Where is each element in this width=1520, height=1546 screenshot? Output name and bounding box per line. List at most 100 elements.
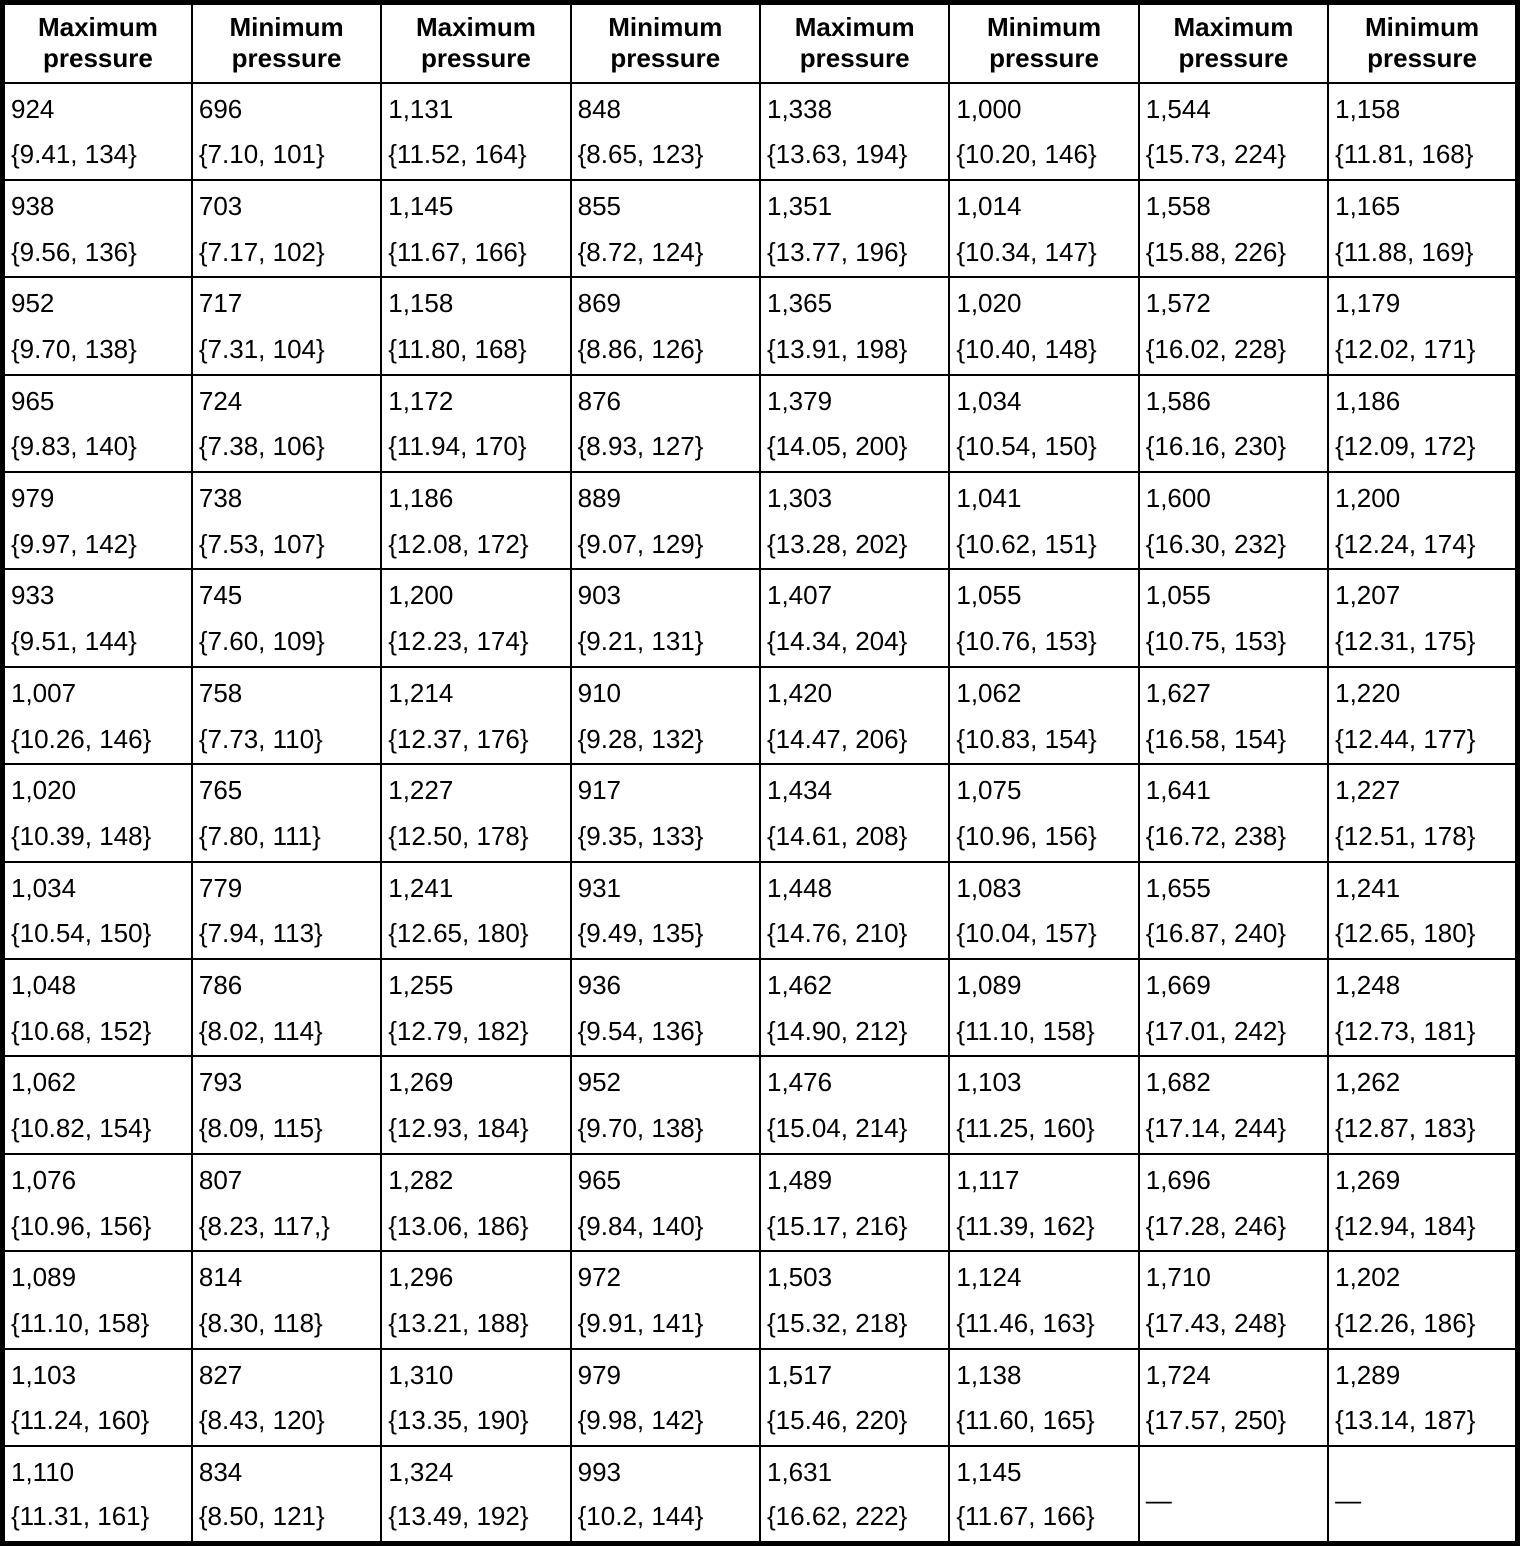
pressure-value: 938	[11, 190, 55, 221]
pressure-pair: {7.38, 106}	[198, 431, 325, 462]
pressure-value: 758	[198, 677, 243, 708]
pressure-cell-content: 1,007 {10.26, 146}	[5, 668, 191, 763]
pressure-cell: 924 {9.41, 134}	[1, 81, 193, 181]
pressure-value: 1,076	[11, 1164, 77, 1195]
pressure-value: 1,048	[11, 970, 77, 1001]
pressure-pair: {9.91, 141}	[577, 1307, 704, 1338]
pressure-pair: {11.46, 163}	[956, 1307, 1095, 1338]
pressure-cell-content: 1,420 {14.47, 206}	[761, 668, 948, 763]
pressure-pair: {9.70, 138}	[577, 1113, 704, 1144]
pressure-value: 1,200	[1335, 483, 1401, 514]
pressure-pair: {13.49, 192}	[388, 1501, 529, 1532]
pressure-pair: {17.28, 246}	[1145, 1210, 1287, 1241]
pressure-value: 1,544	[1145, 93, 1211, 124]
pressure-cell: 1,324 {13.49, 192}	[380, 1444, 572, 1545]
pressure-cell-content: 1,379 {14.05, 200}	[761, 376, 948, 471]
pressure-pair: {7.94, 113}	[198, 918, 323, 949]
pressure-cell-content: 1,517 {15.46, 220}	[761, 1350, 948, 1445]
pressure-cell: 1,269 {12.94, 184}	[1327, 1152, 1519, 1253]
pressure-cell-content: 1,489 {15.17, 216}	[761, 1155, 948, 1250]
table-row: 924 {9.41, 134} 696 {7.10, 101} 1,131 {11.52,…	[1, 81, 1519, 181]
pressure-pair: {15.17, 216}	[767, 1210, 908, 1241]
pressure-cell: 1,310 {13.35, 190}	[380, 1347, 572, 1447]
pressure-cell-content: 1,448 {14.76, 210}	[761, 863, 948, 958]
pressure-pair: {9.70, 138}	[11, 334, 137, 365]
pressure-cell-content: 979 {9.98, 142}	[572, 1350, 759, 1445]
pressure-value: 1,227	[1335, 775, 1401, 806]
pressure-cell: 965 {9.83, 140}	[1, 373, 193, 474]
pressure-pair: {7.31, 104}	[198, 334, 325, 365]
pressure-cell: 1,202 {12.26, 186}	[1327, 1250, 1519, 1350]
pressure-cell: 1,600 {16.30, 232}	[1137, 471, 1330, 571]
table-row: 979 {9.97, 142} 738 {7.53, 107} 1,186 {12.08,…	[1, 471, 1519, 571]
table-row: 1,048 {10.68, 152} 786 {8.02, 114} 1,255 {12.…	[1, 958, 1519, 1058]
header-maximum-pressure: Maximum pressure	[380, 1, 572, 84]
pressure-cell: 696 {7.10, 101}	[190, 81, 383, 181]
pressure-pair: {12.87, 183}	[1335, 1113, 1476, 1144]
pressure-pair: {8.50, 121}	[198, 1501, 325, 1532]
pressure-cell-content: 1,296 {13.21, 188}	[382, 1252, 569, 1347]
pressure-value: 1,351	[767, 190, 833, 221]
pressure-cell: 1,241 {12.65, 180}	[380, 860, 572, 961]
pressure-value: 1,145	[956, 1456, 1022, 1487]
pressure-cell: 1,145 {11.67, 166}	[380, 178, 572, 279]
table-row: 1,020 {10.39, 148} 765 {7.80, 111} 1,227 {12.…	[1, 763, 1519, 863]
pressure-cell: 1,089 {11.10, 158}	[948, 958, 1140, 1058]
pressure-cell: 979 {9.98, 142}	[569, 1347, 762, 1447]
pressure-cell: 1,262 {12.87, 183}	[1327, 1055, 1519, 1155]
pressure-value: 1,110	[11, 1456, 75, 1487]
pressure-cell: 1,117 {11.39, 162}	[948, 1152, 1140, 1253]
pressure-pair: {13.14, 187}	[1335, 1405, 1476, 1436]
pressure-cell: 1,131 {11.52, 164}	[380, 81, 572, 181]
pressure-value: 1,202	[1335, 1262, 1401, 1293]
pressure-value: 869	[577, 288, 622, 319]
pressure-value: 1,434	[767, 775, 833, 806]
pressure-value: 924	[11, 93, 55, 124]
pressure-cell: 1,351 {13.77, 196}	[758, 178, 951, 279]
pressure-cell-content: 1,476 {15.04, 214}	[761, 1057, 948, 1152]
pressure-pair: {10.68, 152}	[11, 1015, 152, 1046]
pressure-cell-content: 1,186 {12.08, 172}	[382, 473, 569, 568]
pressure-cell-content: 814 {8.30, 118}	[193, 1252, 380, 1347]
pressure-value: 1,338	[767, 93, 833, 124]
pressure-value: 1,020	[11, 775, 77, 806]
pressure-pair: {11.67, 166}	[956, 1501, 1095, 1532]
pressure-pair: {11.25, 160}	[956, 1113, 1095, 1144]
pressure-cell-content: 1,207 {12.31, 175}	[1329, 570, 1515, 665]
pressure-pair: {7.80, 111}	[198, 821, 321, 852]
pressure-cell-content: 1,202 {12.26, 186}	[1329, 1252, 1515, 1347]
pressure-cell: 1,207 {12.31, 175}	[1327, 568, 1519, 668]
pressure-cell: —	[1327, 1444, 1519, 1545]
pressure-pair: {10.34, 147}	[956, 236, 1097, 267]
pressure-cell: 814 {8.30, 118}	[190, 1250, 383, 1350]
pressure-pair: {7.60, 109}	[198, 626, 325, 657]
pressure-cell-content: 1,158 {11.81, 168}	[1329, 84, 1515, 179]
pressure-cell: 952 {9.70, 138}	[1, 276, 193, 376]
pressure-cell-content: 993 {10.2, 144}	[572, 1447, 759, 1541]
pressure-value: 779	[198, 872, 243, 903]
pressure-cell: 1,062 {10.82, 154}	[1, 1055, 193, 1155]
pressure-cell-content: 1,200 {12.23, 174}	[382, 570, 569, 665]
empty-cell-dash: —	[1335, 1485, 1362, 1516]
pressure-value: 855	[577, 190, 622, 221]
pressure-cell-content: 1,600 {16.30, 232}	[1140, 473, 1327, 568]
pressure-value: 1,448	[767, 872, 833, 903]
pressure-pair: {17.01, 242}	[1145, 1015, 1287, 1046]
pressure-value: 979	[577, 1359, 622, 1390]
pressure-pair: {12.44, 177}	[1335, 723, 1476, 754]
pressure-cell: 1,558 {15.88, 226}	[1137, 178, 1330, 279]
pressure-pair: {11.24, 160}	[11, 1405, 150, 1436]
pressure-pair: {14.61, 208}	[767, 821, 908, 852]
pressure-value: 1,641	[1145, 775, 1211, 806]
pressure-cell-content: 1,214 {12.37, 176}	[382, 668, 569, 763]
pressure-pair: {7.17, 102}	[198, 236, 325, 267]
pressure-cell-content: 1,724 {17.57, 250}	[1140, 1350, 1327, 1445]
pressure-pair: {13.21, 188}	[388, 1307, 529, 1338]
pressure-value: 1,462	[767, 970, 833, 1001]
pressure-cell-content: 1,631 {16.62, 222}	[761, 1447, 948, 1541]
pressure-cell: 1,076 {10.96, 156}	[1, 1152, 193, 1253]
pressure-cell-content: 1,172 {11.94, 170}	[382, 376, 569, 471]
pressure-cell: 758 {7.73, 110}	[190, 665, 383, 766]
pressure-cell: 717 {7.31, 104}	[190, 276, 383, 376]
pressure-cell-content: 1,269 {12.93, 184}	[382, 1057, 569, 1152]
